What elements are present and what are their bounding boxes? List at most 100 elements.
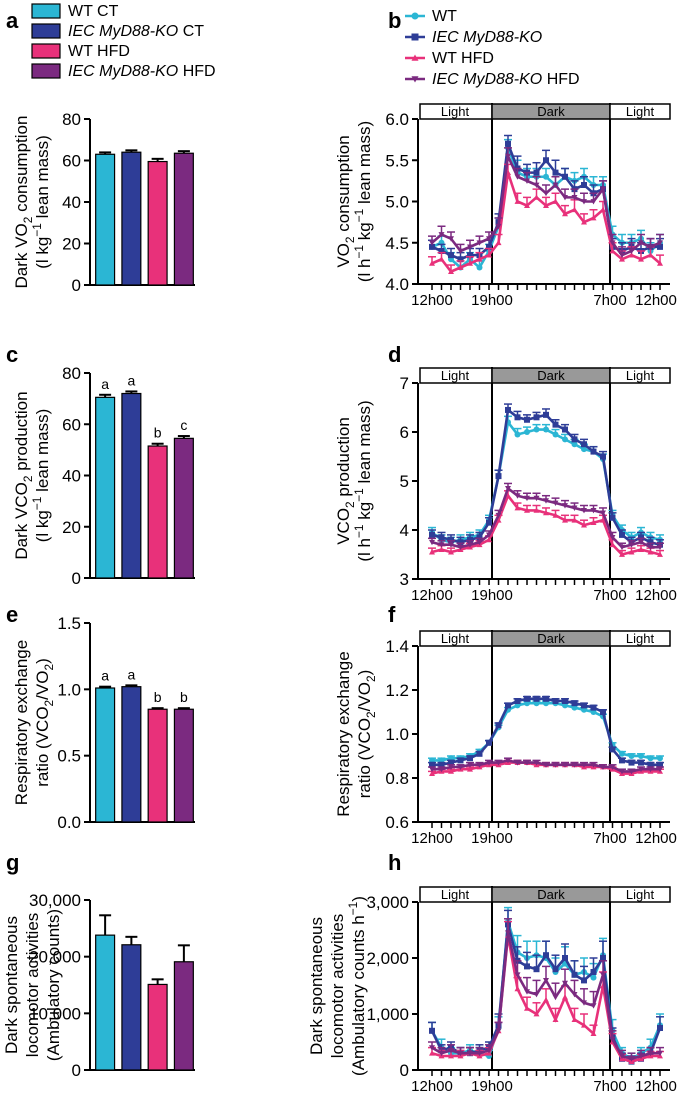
label-part: production	[12, 391, 31, 475]
point-h-wt_hfd	[543, 997, 549, 1003]
label-part: )	[355, 670, 374, 676]
point-d-ko_ct	[524, 416, 530, 423]
point-f-ko_hfd	[486, 760, 492, 766]
point-d-wt_ct	[524, 429, 530, 435]
point-b-wt_hfd	[562, 210, 568, 217]
x-tick-label-h: 7h00	[593, 1078, 626, 1095]
point-f-ko_ct	[457, 757, 464, 764]
point-f-ko_hfd	[457, 764, 464, 770]
label-part: /	[355, 706, 374, 711]
label-part: VCO	[33, 706, 52, 743]
label-part: Dark spontaneous	[307, 917, 326, 1055]
point-d-ko_ct	[448, 536, 454, 543]
label-part: VO	[12, 223, 31, 248]
point-h-ko_hfd	[505, 930, 511, 936]
phase-label-d: Dark	[537, 368, 565, 383]
point-d-wt_hfd	[429, 549, 435, 555]
y-tick-label-h: 3,000	[366, 893, 409, 912]
legend-label-ko_hfd: IEC MyD88-KO HFD	[432, 71, 580, 88]
legend-text: WT HFD	[432, 50, 494, 67]
y-tick-label-e: 0.5	[57, 747, 81, 766]
point-b-ko_hfd	[457, 248, 464, 254]
bar-e-ko_hfd	[173, 708, 194, 823]
point-b-wt_ct	[476, 264, 483, 271]
point-f-wt_ct	[657, 755, 663, 762]
y-axis-label-g: locomotor activities	[23, 913, 42, 1058]
y-tick-label-g: 0	[72, 1061, 81, 1080]
label-part: (l kg	[33, 510, 52, 542]
legend-label-wt_hfd: WT HFD	[68, 43, 130, 60]
x-tick-label-d: 12h00	[635, 587, 677, 604]
series-line-d-wt_ct	[431, 419, 661, 544]
x-tick-label-b: 7h00	[593, 292, 626, 309]
point-b-wt_hfd	[429, 260, 435, 266]
label-part: Respiratory exchange	[12, 640, 31, 805]
point-f-ko_ct	[429, 761, 435, 768]
point-h-wt_ct	[590, 974, 597, 981]
point-f-ko_hfd	[524, 760, 530, 766]
x-tick-label-h: 19h00	[471, 1078, 513, 1095]
bar-e-wt_ct	[95, 687, 116, 823]
point-d-ko_hfd	[647, 544, 654, 551]
point-b-wt_hfd	[476, 256, 483, 262]
point-d-ko_ct	[581, 441, 587, 448]
panel-label-c: c	[6, 342, 18, 367]
point-d-ko_hfd	[600, 510, 606, 516]
point-d-ko_hfd	[486, 532, 492, 538]
x-tick-label-f: 12h00	[411, 830, 453, 847]
y-tick-label-b: 5.0	[385, 193, 409, 212]
y-axis-label-c: Dark VCO2​ production	[12, 391, 35, 559]
y-tick-label-c: 0	[72, 569, 81, 588]
point-h-ko_ct	[657, 1025, 663, 1031]
point-d-ko_hfd	[619, 544, 625, 551]
bar-c-wt_hfd	[147, 445, 168, 579]
y-axis-label-h: Dark spontaneous	[307, 917, 326, 1055]
point-f-ko_ct	[628, 759, 635, 766]
point-f-ko_hfd	[609, 764, 616, 770]
point-h-ko_hfd	[638, 1053, 644, 1059]
point-h-ko_ct	[600, 955, 606, 961]
point-f-ko_hfd	[628, 769, 635, 775]
legend-marker-ko_ct	[411, 33, 419, 41]
point-b-ko_ct	[467, 252, 473, 259]
point-f-ko_ct	[467, 755, 473, 762]
point-f-ko_ct	[571, 700, 578, 707]
point-h-ko_hfd	[495, 1028, 502, 1034]
point-f-ko_ct	[514, 698, 521, 704]
y-axis-label-b: (l h−1​ kg−1​ lean mass)	[352, 121, 374, 282]
x-tick-label-b: 12h00	[635, 292, 677, 309]
bar-g-wt_hfd	[147, 983, 168, 1071]
bar-a-ko_hfd	[173, 152, 194, 286]
point-b-wt_ct	[543, 173, 549, 180]
legend-text-italic: IEC MyD88-KO	[68, 63, 178, 80]
point-d-ko_hfd	[571, 505, 578, 511]
point-d-wt_hfd	[552, 512, 559, 518]
point-d-wt_ct	[514, 431, 521, 438]
y-axis-label-e: Respiratory exchange	[12, 640, 31, 805]
point-b-ko_ct	[581, 182, 587, 188]
point-h-ko_hfd	[619, 1053, 625, 1059]
label-part: locomotor activities	[328, 914, 347, 1059]
legend-swatch-ko_hfd	[31, 63, 61, 79]
point-d-ko_hfd	[590, 508, 597, 514]
point-b-ko_ct	[486, 243, 492, 250]
point-b-wt_hfd	[524, 202, 530, 209]
legend-text: WT CT	[68, 3, 119, 20]
bar-c-ko_hfd	[173, 437, 194, 579]
point-f-wt_ct	[647, 755, 654, 762]
point-f-ko_ct	[533, 695, 540, 702]
point-h-ko_hfd	[543, 978, 549, 984]
point-d-ko_ct	[552, 421, 559, 428]
point-d-wt_hfd	[448, 549, 454, 555]
point-d-ko_hfd	[543, 498, 549, 504]
point-f-ko_ct	[524, 695, 530, 702]
phase-label-f: Dark	[537, 631, 565, 646]
point-f-ko_ct	[609, 746, 616, 753]
point-d-ko_hfd	[514, 493, 521, 499]
point-d-ko_hfd	[467, 542, 473, 548]
label-part: lean mass)	[355, 121, 374, 209]
point-b-wt_hfd	[438, 256, 445, 262]
label-part: )	[349, 896, 368, 902]
point-d-wt_ct	[581, 446, 587, 453]
x-tick-label-d: 19h00	[471, 587, 513, 604]
